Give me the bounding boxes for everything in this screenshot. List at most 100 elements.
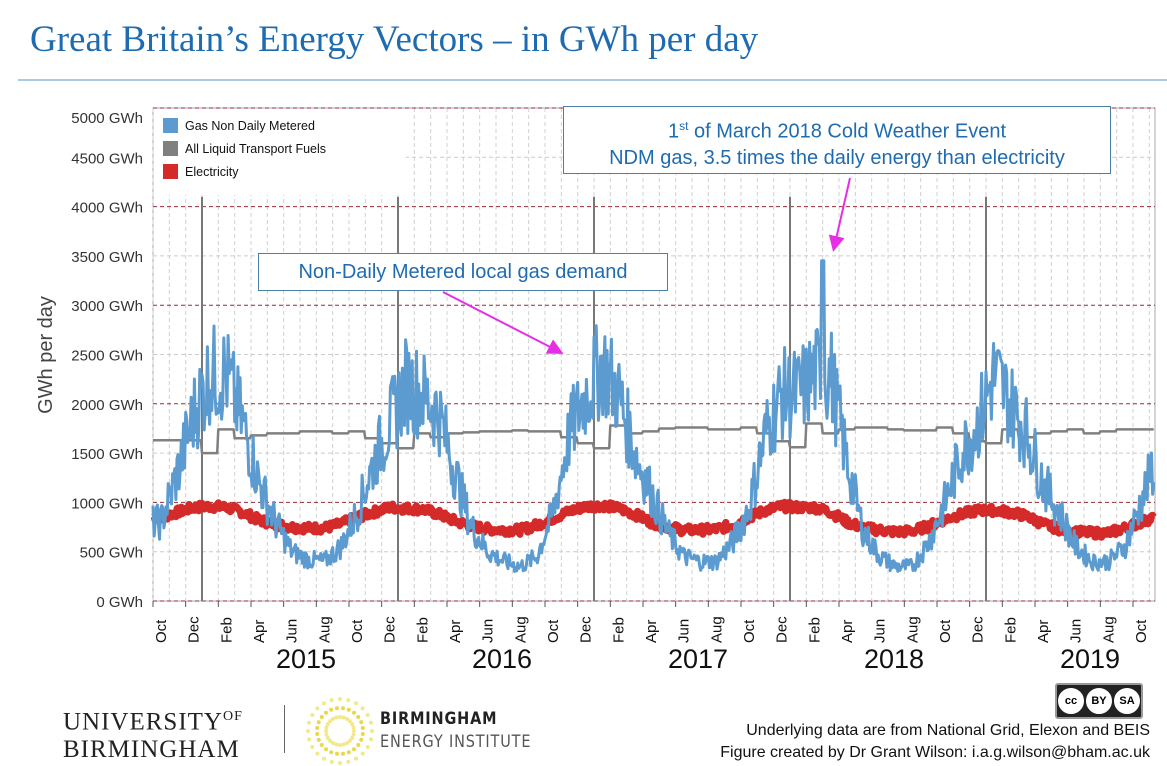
month-tick-label: Feb [218,617,235,643]
month-tick-label: Oct [545,619,562,643]
month-tick-label: Aug [1100,616,1117,643]
sun-dot [350,722,355,726]
sun-dot [353,701,358,706]
y-tick-label: 1000 GWh [71,495,143,512]
month-tick-label: Aug [316,616,333,643]
month-tick-label: Feb [1002,617,1019,643]
y-tick-label: 4000 GWh [71,200,143,217]
sun-dot [356,742,361,747]
sun-dot [324,732,329,737]
sun-dot [334,706,339,711]
sun-dot [350,736,355,740]
uob-line2: BIRMINGHAM [63,736,240,764]
sun-dot [346,707,351,712]
y-tick-label: 4500 GWh [71,150,143,167]
sun-dot [329,707,334,712]
sun-dot [369,728,374,733]
year-label: 2015 [276,644,336,674]
sun-dot [351,710,356,715]
sun-dot [307,737,312,742]
y-tick-label: 3500 GWh [71,249,143,266]
sun-dot [324,725,329,730]
sun-dot [338,743,342,747]
y-tick-label: 0 GWh [96,594,143,611]
year-label: 2019 [1060,644,1120,674]
cc-icon: cc [1058,688,1084,714]
credits: Underlying data are from National Grid, … [720,720,1150,764]
sun-dot [331,741,335,746]
title-divider [18,79,1167,81]
sun-dot [323,710,328,715]
month-tick-label: Apr [643,620,660,643]
sun-dot [335,751,340,756]
month-tick-label: Oct [937,619,954,643]
bei-line1: BIRMINGHAM [380,709,498,729]
sun-dot [337,697,342,702]
month-tick-label: Feb [414,617,431,643]
year-label: 2017 [668,644,728,674]
sun-dot [345,716,349,721]
sun-dot [322,756,327,761]
sun-dot [360,731,365,736]
month-tick-label: Feb [610,617,627,643]
month-tick-label: Dec [578,616,595,643]
annotation-cold-line2: NDM gas, 3.5 times the daily energy than… [609,146,1065,169]
sun-dot [338,715,342,719]
sun-dot [338,760,343,765]
sun-dot [315,726,320,731]
sun-dot [315,732,320,737]
bei-logo: BIRMINGHAM ENERGY INSTITUTE [380,708,531,754]
sun-dot [347,719,352,724]
sun-dot [341,751,346,756]
sun-dot [346,759,351,764]
legend-swatch [163,141,178,156]
sun-dot [341,715,346,720]
month-tick-label: Apr [1035,620,1052,643]
sun-dot [346,750,351,755]
sun-dot [347,738,352,743]
annotation-num: 1 [667,120,680,143]
arrow-ndm [442,291,564,354]
legend-label: Electricity [185,165,239,179]
y-tick-label: 2500 GWh [71,348,143,365]
month-tick-label: Oct [741,619,758,643]
sun-dot [356,714,361,719]
sun-dot [321,701,326,706]
month-tick-label: Jun [872,619,889,643]
sun-dot [316,737,321,742]
month-tick-label: Dec [382,616,399,643]
y-tick-label: 1500 GWh [71,446,143,463]
annotation-cold-event: 1st of March 2018 Cold Weather Event NDM… [563,106,1111,174]
month-tick-label: Apr [251,620,268,643]
annotation-text1: of March 2018 Cold Weather Event [688,120,1007,143]
credits-author: Figure created by Dr Grant Wilson: i.a.g… [720,744,1150,761]
legend-swatch [163,164,178,179]
annotation-ndm: Non-Daily Metered local gas demand [258,253,668,291]
month-tick-label: Jun [676,619,693,643]
sun-dot [360,725,365,730]
sun-dot [360,706,365,711]
sun-dot [306,729,311,734]
sun-dot [341,742,346,747]
by-icon: BY [1086,688,1112,714]
sun-dot [351,725,356,730]
sun-dot [315,706,320,711]
sun-dot [325,736,330,740]
month-tick-label: Aug [708,616,725,643]
sun-dot [307,720,312,725]
slide-title: Great Britain’s Energy Vectors – in GWh … [30,19,759,60]
year-label: 2018 [864,644,924,674]
sun-dot [334,742,339,747]
month-tick-label: Dec [186,616,203,643]
series-electricity [150,498,1157,541]
sun-dot [329,750,334,755]
sun-dot [346,698,351,703]
sun-dot [359,720,364,725]
month-tick-label: Oct [153,619,170,643]
month-tick-label: Aug [512,616,529,643]
month-tick-label: Oct [1133,619,1150,643]
month-tick-label: Apr [447,620,464,643]
cc-by-sa-badge: cc BY SA [1055,683,1143,719]
month-tick-label: Jun [284,619,301,643]
sun-dot [310,713,315,718]
